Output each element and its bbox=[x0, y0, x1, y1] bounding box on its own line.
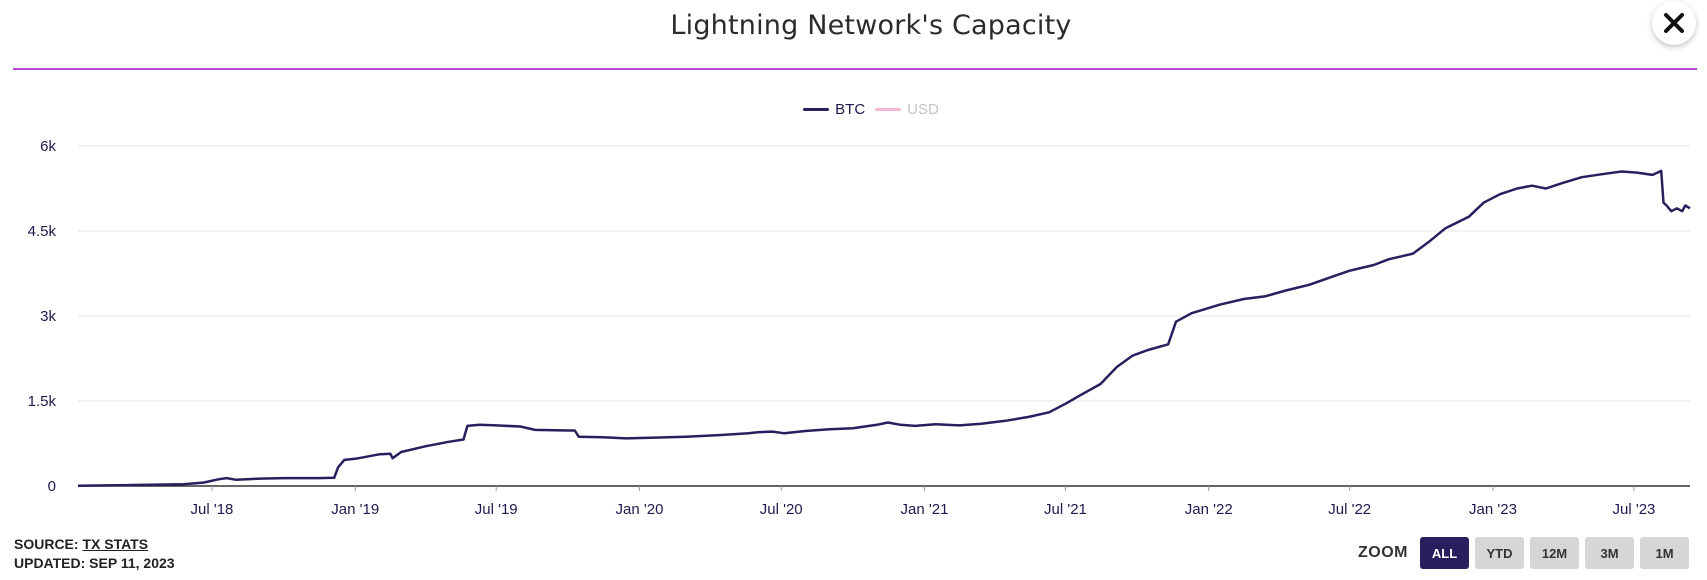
x-tick-label: Jan '23 bbox=[1469, 501, 1517, 518]
source-info: SOURCE: TX STATS UPDATED: SEP 11, 2023 bbox=[14, 535, 175, 573]
zoom-12m-button[interactable]: 12M bbox=[1530, 537, 1579, 569]
chart-legend: BTC USD bbox=[0, 101, 1707, 118]
x-tick-label: Jan '20 bbox=[616, 501, 664, 518]
zoom-ytd-button[interactable]: YTD bbox=[1475, 537, 1524, 569]
y-tick-label: 1.5k bbox=[28, 393, 57, 410]
zoom-3m-button[interactable]: 3M bbox=[1585, 537, 1634, 569]
zoom-all-button[interactable]: ALL bbox=[1420, 537, 1469, 569]
y-tick-label: 0 bbox=[48, 478, 56, 495]
legend-swatch-usd bbox=[875, 108, 902, 111]
x-tick-label: Jan '22 bbox=[1185, 501, 1233, 518]
x-tick-label: Jul '22 bbox=[1328, 501, 1371, 518]
legend-swatch-btc bbox=[803, 108, 830, 111]
source-prefix: SOURCE: bbox=[14, 536, 79, 552]
close-icon bbox=[1664, 13, 1684, 33]
x-tick-label: Jul '21 bbox=[1044, 501, 1087, 518]
line-chart: 0 1.5k 3k 4.5k 6k Jul '18 Jan '19 Jul '19 Jan '2… bbox=[28, 138, 1691, 518]
legend-label-usd: USD bbox=[907, 101, 939, 118]
x-tick-label: Jul '19 bbox=[475, 501, 518, 518]
x-tick-label: Jul '20 bbox=[760, 501, 803, 518]
zoom-label: ZOOM bbox=[1358, 544, 1408, 561]
legend-item-btc[interactable]: BTC bbox=[803, 101, 865, 118]
x-tick-label: Jul '18 bbox=[190, 501, 233, 518]
y-tick-label: 3k bbox=[40, 308, 56, 325]
zoom-1m-button[interactable]: 1M bbox=[1640, 537, 1689, 569]
x-tick-label: Jan '19 bbox=[331, 501, 379, 518]
y-tick-label: 4.5k bbox=[28, 223, 57, 240]
page-title: Lightning Network's Capacity bbox=[670, 10, 1072, 41]
header-divider bbox=[13, 68, 1697, 70]
x-tick-label: Jul '23 bbox=[1612, 501, 1655, 518]
source-link[interactable]: TX STATS bbox=[82, 536, 149, 552]
close-button[interactable] bbox=[1652, 1, 1696, 45]
series-line-btc bbox=[77, 169, 1691, 487]
zoom-controls: ZOOM ALL YTD 12M 3M 1M bbox=[1358, 537, 1689, 569]
y-tick-label: 6k bbox=[40, 138, 56, 155]
updated-date: UPDATED: SEP 11, 2023 bbox=[14, 555, 175, 571]
legend-item-usd[interactable]: USD bbox=[875, 101, 939, 118]
x-tick-label: Jan '21 bbox=[901, 501, 949, 518]
legend-label-btc: BTC bbox=[835, 101, 866, 118]
